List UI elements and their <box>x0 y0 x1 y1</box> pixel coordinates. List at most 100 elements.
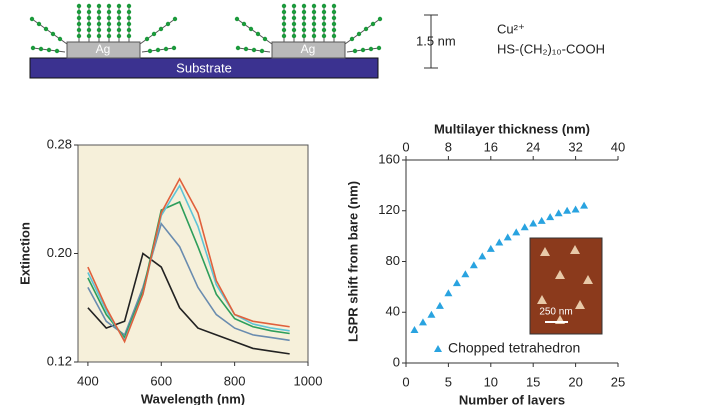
chain-bead <box>234 16 240 22</box>
chain-bead <box>349 36 355 42</box>
chain-bead <box>291 15 297 21</box>
y-tick-label: 80 <box>386 253 400 268</box>
inset-label: 250 nm <box>539 307 572 318</box>
chain-bead <box>126 21 132 27</box>
chain-bead <box>144 36 150 42</box>
chain-bead <box>76 15 82 21</box>
chain-bead <box>301 15 307 21</box>
x2-tick-label: 32 <box>568 139 582 154</box>
chain-bead <box>50 31 56 37</box>
chain-bead <box>291 21 297 27</box>
chain-bead <box>377 16 383 22</box>
molecule-chains <box>29 3 383 54</box>
chain-bead <box>368 46 374 52</box>
plot-area <box>77 144 309 363</box>
data-point <box>563 206 572 214</box>
chain-bead <box>311 21 317 27</box>
y-axis-label: Extinction <box>17 222 32 285</box>
chain-bead <box>106 21 112 27</box>
chain-bead <box>76 3 82 9</box>
linker-label: HS-(CH₂)₁₀-COOH <box>497 41 605 56</box>
chain-bead <box>311 33 317 39</box>
chain-bead <box>331 33 337 39</box>
chain-bead <box>241 21 247 27</box>
chain-bead <box>281 27 287 33</box>
chain-bead <box>311 27 317 33</box>
chain-bead <box>321 21 327 27</box>
x-axis-label: Wavelength (nm) <box>141 391 245 405</box>
chain-bead <box>43 26 49 32</box>
chain-bead <box>96 15 102 21</box>
spectrum-line <box>87 252 290 355</box>
chain-bead <box>36 21 42 27</box>
x-tick-label: 15 <box>526 374 540 389</box>
inset-particle <box>570 245 580 254</box>
chain-bead <box>291 3 297 9</box>
chain-bead <box>46 47 52 53</box>
chain-bead <box>76 33 82 39</box>
inset-particle <box>583 275 593 284</box>
x-tick-label: 1000 <box>294 373 323 388</box>
data-point <box>537 216 546 224</box>
chain-bead <box>76 9 82 15</box>
chain-bead <box>281 3 287 9</box>
chain-bead <box>172 16 178 22</box>
chain-bead <box>281 9 287 15</box>
y-tick-label: 40 <box>386 304 400 319</box>
x-tick-label: 25 <box>611 374 625 389</box>
chain-bead <box>363 26 369 32</box>
data-point <box>503 233 512 241</box>
chain-bead <box>147 48 153 54</box>
chain-bead <box>86 21 92 27</box>
y-tick-label: 0.12 <box>47 353 72 368</box>
ion-label: Cu²⁺ <box>497 21 525 36</box>
y-tick-label: 0 <box>393 354 400 369</box>
chain-bead <box>126 15 132 21</box>
x2-axis-label: Multilayer thickness (nm) <box>434 121 590 136</box>
chain-bead <box>311 9 317 15</box>
legend-label: Chopped tetrahedron <box>448 340 580 356</box>
chain-bead <box>352 48 358 54</box>
data-point <box>478 252 487 260</box>
chain-bead <box>301 33 307 39</box>
chain-bead <box>255 31 261 37</box>
diagram: Ag Ag Substrate 1.5 nm Cu²⁺ HS-(CH₂)₁₀-C… <box>29 3 605 79</box>
y-tick-label: 160 <box>378 151 400 166</box>
ag-block <box>271 41 346 59</box>
chain-bead <box>311 15 317 21</box>
chain-bead <box>126 3 132 9</box>
chain-bead <box>29 16 35 22</box>
spectrum-line <box>87 200 290 340</box>
chain-bead <box>116 21 122 27</box>
chain-bead <box>331 15 337 21</box>
chain-bead <box>321 9 327 15</box>
chain-bead <box>321 27 327 33</box>
chain-bead <box>86 3 92 9</box>
ag-block <box>66 41 141 59</box>
chain-bead <box>38 46 44 52</box>
y-tick-label: 0.20 <box>47 245 72 260</box>
inset-particle <box>555 270 565 279</box>
data-point <box>495 238 504 246</box>
data-point <box>469 261 478 269</box>
chain-bead <box>251 47 257 53</box>
chain-bead <box>96 9 102 15</box>
chain-bead <box>321 15 327 21</box>
chain-bead <box>116 15 122 21</box>
chain-bead <box>96 33 102 39</box>
chain-bead <box>106 33 112 39</box>
data-point <box>461 270 470 278</box>
chain-bead <box>106 3 112 9</box>
chain-bead <box>291 27 297 33</box>
height-bracket <box>424 14 438 69</box>
data-point <box>512 228 521 236</box>
chain-bead <box>86 27 92 33</box>
chain-bead <box>106 27 112 33</box>
x2-tick-label: 0 <box>402 139 409 154</box>
chain-bead <box>116 33 122 39</box>
chain-bead <box>235 45 241 51</box>
chain-bead <box>96 21 102 27</box>
x2-tick-label: 16 <box>484 139 498 154</box>
chain-bead <box>281 33 287 39</box>
